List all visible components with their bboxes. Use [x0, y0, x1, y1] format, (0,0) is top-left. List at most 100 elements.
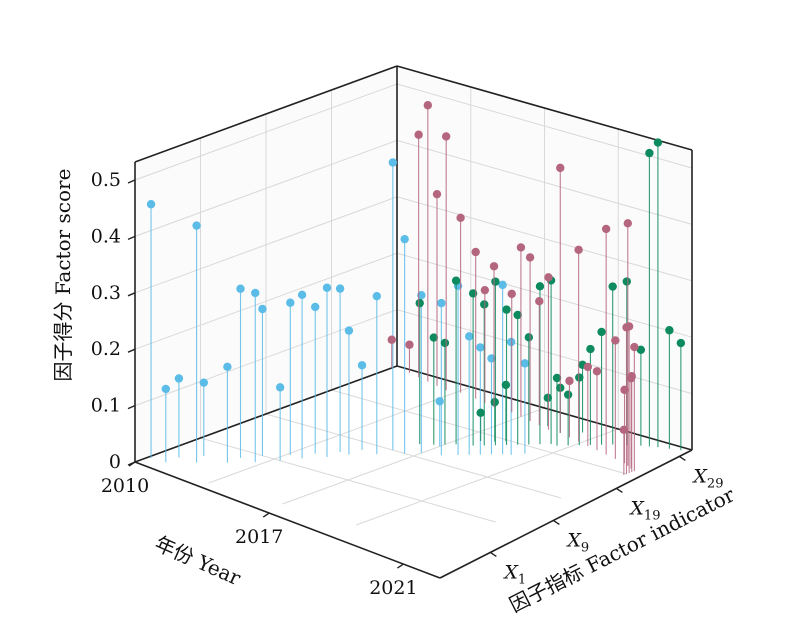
stem-point: [432, 189, 442, 199]
stem-point: [501, 380, 511, 390]
stem-point: [630, 342, 639, 352]
stem-point: [619, 425, 629, 435]
stem-point: [491, 277, 500, 286]
stem-point: [563, 390, 573, 399]
stem-point: [592, 367, 602, 376]
year-tick-label: 2010: [101, 475, 149, 497]
stem-point: [653, 138, 663, 147]
grid-line-floor: [200, 437, 496, 523]
stem-point: [400, 234, 409, 244]
stem-point: [476, 343, 485, 352]
stem-point: [223, 362, 232, 372]
z-tick-label: 0.3: [91, 282, 121, 304]
stem-point: [524, 333, 534, 342]
stem-point: [388, 158, 398, 167]
stem-point: [146, 200, 156, 209]
z-tick-label: 0.1: [91, 395, 121, 417]
stem-point: [597, 327, 606, 337]
indicator-tick: [490, 551, 497, 557]
z-tick: [127, 235, 136, 241]
stem-point: [645, 148, 654, 158]
stem-point: [456, 213, 465, 222]
stem-point: [476, 408, 485, 417]
chart-ticks: 0 0.1 0.2 0.3 0.4 0.5 2010 2017 2021 X1 X9 X19 X29: [91, 169, 724, 599]
stem-point: [601, 224, 611, 234]
stem-point: [441, 132, 451, 141]
stem-point: [490, 397, 499, 407]
indicator-tick-label: X29: [691, 465, 723, 491]
indicator-tick: [679, 455, 686, 461]
indicator-tick: [553, 519, 560, 525]
year-tick: [128, 461, 136, 467]
stem-point: [372, 291, 381, 301]
stem-point: [286, 298, 295, 307]
year-tick-label: 2017: [235, 526, 283, 548]
stem-point: [636, 345, 646, 354]
z-tick-label: 0.2: [91, 338, 121, 360]
grid-line-floor: [282, 407, 545, 505]
stem-point: [520, 359, 530, 368]
stem-point: [502, 305, 511, 314]
year-tick-label: 2021: [369, 577, 417, 599]
stem-point: [275, 383, 285, 392]
stem-point: [665, 326, 674, 335]
stem-point: [415, 298, 424, 308]
stem-point: [161, 384, 170, 394]
stem-point: [535, 282, 545, 291]
z-tick: [127, 404, 136, 410]
stem-point: [552, 373, 562, 383]
z-axis-title: 因子得分 Factor score: [51, 169, 75, 382]
stem-point: [507, 289, 516, 299]
stem-point: [575, 373, 584, 382]
stem-point: [623, 219, 632, 228]
stem-point: [506, 337, 516, 347]
stem-point: [611, 336, 620, 345]
stem-point: [322, 283, 332, 292]
frame-edge: [134, 461, 441, 579]
indicator-tick-label: X19: [628, 497, 660, 523]
stem-point: [535, 297, 544, 306]
stem-point: [556, 163, 565, 173]
stem-point: [344, 326, 354, 335]
stem-point: [311, 302, 320, 312]
stem-point: [583, 362, 592, 372]
stem-point: [543, 393, 552, 402]
year-tick: [397, 563, 404, 569]
stem-point: [435, 397, 444, 406]
stem-point: [489, 262, 499, 271]
year-axis-title: 年份 Year: [151, 531, 244, 590]
stem-point: [676, 338, 686, 348]
indicator-tick: [616, 487, 623, 493]
z-tick-label: 0: [109, 451, 121, 473]
frame-edge: [396, 65, 693, 151]
stem-point: [608, 282, 617, 291]
stem-point: [297, 290, 307, 300]
z-tick-label: 0.5: [91, 169, 121, 191]
stem-point: [405, 340, 414, 349]
indicator-tick-label: X1: [502, 561, 526, 587]
stem-point: [574, 245, 583, 255]
indicator-tick-label: X9: [565, 529, 589, 555]
frame-edge: [439, 449, 693, 579]
stem-point: [423, 101, 433, 110]
z-tick: [127, 179, 136, 184]
stem-point: [429, 333, 438, 342]
z-tick: [127, 292, 136, 297]
stem-point: [544, 273, 553, 282]
stem-point: [622, 323, 631, 332]
stem-point: [174, 374, 184, 383]
frame-edge: [134, 65, 398, 163]
stem-point: [480, 300, 489, 309]
chart-stems: [146, 101, 686, 475]
chart-grid: [134, 83, 693, 526]
stem-point: [437, 298, 446, 308]
stem-point: [440, 338, 450, 348]
stem-point: [565, 376, 574, 386]
stem-point: [251, 288, 260, 298]
stem-point: [387, 335, 396, 344]
stem-point: [258, 304, 267, 314]
year-tick: [262, 512, 270, 518]
stem-point: [513, 310, 522, 320]
stem-point: [465, 332, 474, 341]
stem-point: [357, 361, 367, 370]
